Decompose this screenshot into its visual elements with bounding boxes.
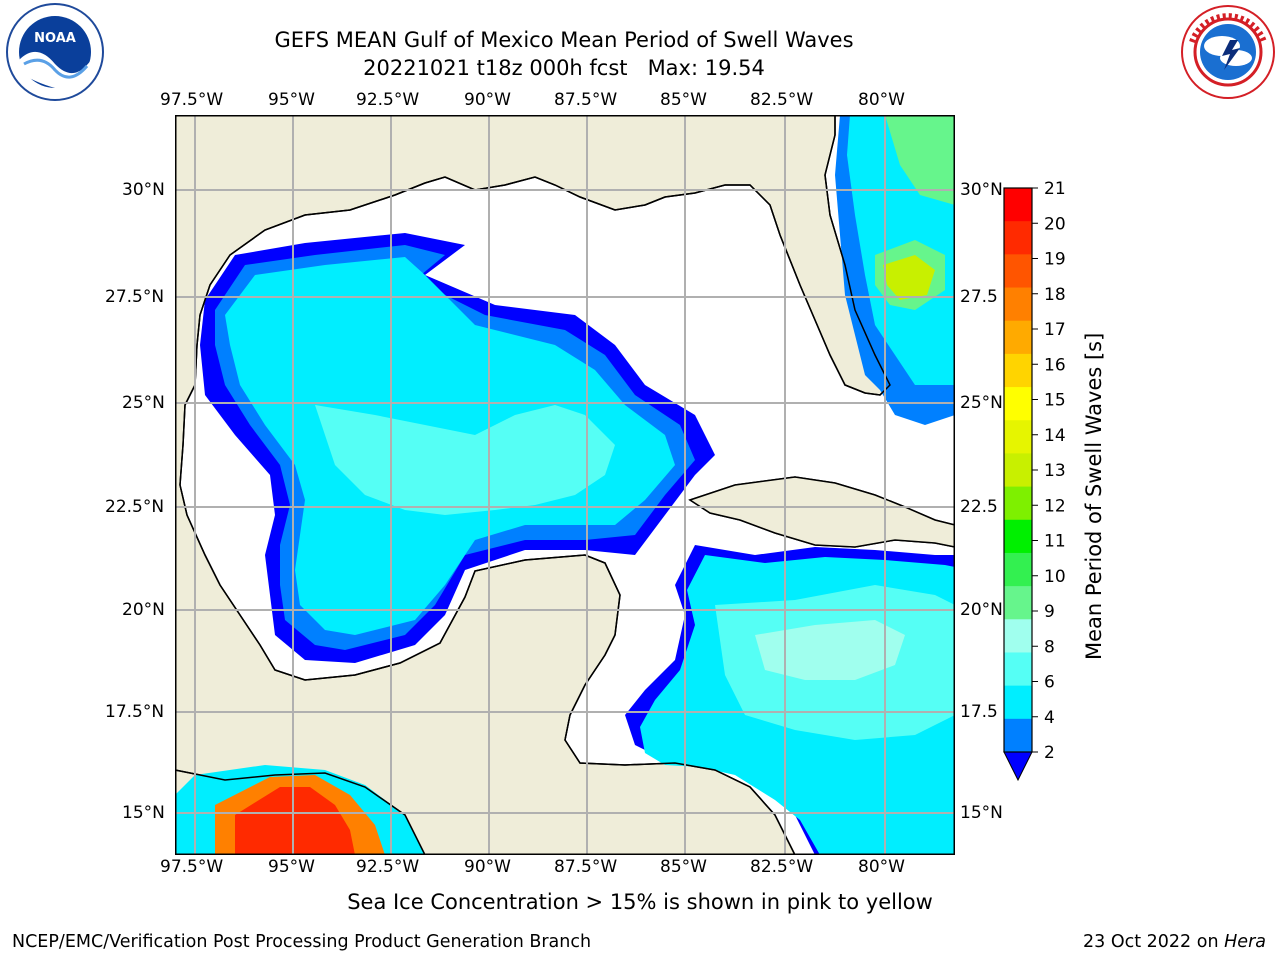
lon-tick-top: 95°W	[268, 90, 315, 110]
colorbar-tick-label: 19	[1044, 250, 1066, 270]
colorbar-band	[1004, 685, 1032, 720]
colorbar-band	[1004, 718, 1032, 753]
lon-tick-top: 85°W	[660, 90, 707, 110]
map-frame	[175, 115, 955, 855]
coastlines	[175, 115, 955, 855]
lat-tick-left: 15°N	[122, 803, 165, 823]
colorbar-label: Mean Period of Swell Waves [s]	[1082, 332, 1106, 660]
lat-tick-left: 20°N	[122, 600, 165, 620]
colorbar-tick-label: 11	[1044, 532, 1066, 552]
svg-text:NOAA: NOAA	[34, 31, 76, 46]
colorbar-band	[1004, 254, 1032, 289]
colorbar-label-wrap: Mean Period of Swell Waves [s]	[1082, 333, 1112, 690]
chart-title: GEFS MEAN Gulf of Mexico Mean Period of …	[274, 28, 854, 52]
lat-tick-right: 30°N	[960, 180, 1003, 200]
colorbar-band	[1004, 552, 1032, 587]
lat-tick-right: 22.5	[960, 497, 998, 517]
colorbar-tick-label: 15	[1044, 391, 1066, 411]
footer-right: 23 Oct 2022 on Hera	[1083, 932, 1266, 952]
footer-date: 23 Oct 2022 on	[1083, 932, 1219, 952]
colorbar-band	[1004, 320, 1032, 355]
colorbar-band	[1004, 221, 1032, 255]
colorbar: 21 20 19 18 17 16 15 14 13 12 11 10 9 8 6 4 2	[1003, 180, 1066, 782]
colorbar-band	[1004, 188, 1032, 222]
colorbar-bands	[1004, 188, 1032, 753]
lat-tick-left: 25°N	[122, 393, 165, 413]
colorbar-tick-label: 9	[1044, 602, 1055, 622]
colorbar-band	[1004, 619, 1032, 653]
footer-host: Hera	[1224, 932, 1266, 952]
lat-tick-left: 22.5°N	[105, 497, 165, 517]
colorbar-band	[1004, 420, 1032, 454]
lon-tick-bottom: 85°W	[660, 857, 707, 877]
colorbar-band	[1004, 387, 1032, 421]
colorbar-band	[1004, 519, 1032, 554]
colorbar-tick-label: 16	[1044, 355, 1066, 375]
chart-subtitle: 20221021 t18z 000h fcst Max: 19.54	[0, 56, 1128, 80]
footer-left: NCEP/EMC/Verification Post Processing Pr…	[12, 932, 592, 952]
colorbar-tick-label: 8	[1044, 637, 1055, 657]
lon-tick-top: 80°W	[858, 90, 905, 110]
colorbar-band	[1004, 652, 1032, 687]
lon-tick-top: 82.5°W	[750, 90, 814, 110]
lat-tick-right: 20°N	[960, 600, 1003, 620]
colorbar-tick-label: 13	[1044, 461, 1066, 481]
lon-tick-bottom: 80°W	[858, 857, 905, 877]
colorbar-tick-label: 20	[1044, 214, 1066, 234]
sea-ice-note: Sea Ice Concentration > 15% is shown in …	[347, 890, 933, 914]
colorbar-band	[1004, 586, 1032, 620]
lon-tick-bottom: 90°W	[464, 857, 511, 877]
max-value: Max: 19.54	[647, 56, 765, 80]
lat-tick-right: 25°N	[960, 393, 1003, 413]
colorbar-ticks: 21 20 19 18 17 16 15 14 13 12 11 10 9 8 6 4 2	[1032, 180, 1066, 763]
colorbar-tick-label: 10	[1044, 567, 1066, 587]
colorbar-tick-label: 12	[1044, 496, 1066, 516]
lat-tick-right: 27.5	[960, 287, 998, 307]
lon-tick-bottom: 87.5°W	[554, 857, 618, 877]
colorbar-band	[1004, 453, 1032, 488]
lat-tick-left: 27.5°N	[105, 287, 165, 307]
colorbar-tick-label: 17	[1044, 320, 1066, 340]
colorbar-band	[1004, 486, 1032, 521]
lon-tick-top: 92.5°W	[356, 90, 420, 110]
lat-tick-left: 30°N	[122, 180, 165, 200]
lon-tick-bottom: 95°W	[268, 857, 315, 877]
lat-tick-right: 17.5	[960, 702, 998, 722]
map-gridlines	[175, 115, 955, 855]
colorbar-tick-label: 21	[1044, 180, 1066, 199]
wave-period-field	[175, 115, 955, 855]
lon-tick-bottom: 92.5°W	[356, 857, 420, 877]
colorbar-extend-triangle	[1003, 751, 1033, 782]
nws-logo-icon	[1181, 5, 1275, 99]
colorbar-tick-label: 18	[1044, 285, 1066, 305]
lat-tick-left: 17.5°N	[105, 702, 165, 722]
lon-tick-bottom: 82.5°W	[750, 857, 814, 877]
lon-tick-top: 97.5°W	[160, 90, 224, 110]
colorbar-tick-label: 4	[1044, 708, 1055, 728]
lat-tick-right: 15°N	[960, 803, 1003, 823]
colorbar-tick-label: 6	[1044, 673, 1055, 693]
lon-tick-bottom: 97.5°W	[160, 857, 224, 877]
noaa-logo-icon: NOAA	[6, 3, 104, 101]
colorbar-tick-label: 2	[1044, 743, 1055, 763]
colorbar-band	[1004, 353, 1032, 388]
lon-tick-top: 87.5°W	[554, 90, 618, 110]
forecast-date: 20221021 t18z 000h fcst	[363, 56, 628, 80]
lon-tick-top: 90°W	[464, 90, 511, 110]
colorbar-band	[1004, 287, 1032, 322]
colorbar-tick-label: 14	[1044, 426, 1066, 446]
gulf-of-mexico-map	[175, 115, 955, 855]
